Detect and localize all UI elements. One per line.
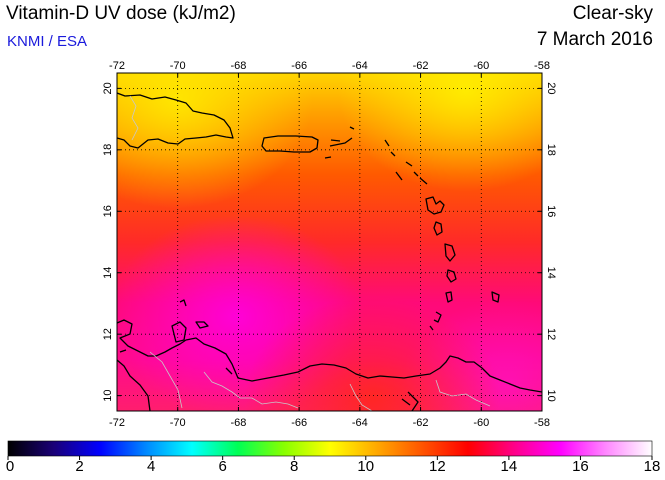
date-label: 7 March 2016 — [536, 29, 653, 50]
lat-tick-left: 10 — [102, 390, 114, 402]
lat-tick-left: 14 — [102, 267, 114, 279]
lon-tick-top: -62 — [413, 60, 429, 72]
martinique-outline — [444, 243, 456, 262]
lon-tick-bottom: -58 — [534, 417, 550, 429]
colorbar — [7, 440, 653, 457]
lon-tick-bottom: -70 — [170, 417, 186, 429]
hispaniola-outline — [117, 92, 234, 149]
lat-tick-right: 18 — [545, 144, 557, 156]
lat-tick-left: 20 — [102, 82, 114, 94]
colorbar-label: 0 — [5, 458, 15, 475]
lon-tick-top: -70 — [170, 60, 186, 72]
condition-label: Clear-sky — [572, 3, 653, 24]
lon-tick-bottom: -62 — [413, 417, 429, 429]
country-borders — [129, 95, 491, 411]
axis-ticks: -72 -72 -70 -70 -68 -68 -66 -66 -64 -64 -62 -62 -60 -… — [102, 60, 557, 429]
lon-tick-top: -66 — [291, 60, 307, 72]
uv-dose-field — [117, 73, 542, 411]
lon-tick-top: -58 — [534, 60, 550, 72]
lon-tick-bottom: -64 — [352, 417, 368, 429]
colorbar-label: 18 — [643, 458, 661, 475]
coastlines — [117, 92, 542, 411]
lat-tick-left: 18 — [102, 144, 114, 156]
graticule — [117, 73, 542, 411]
lon-tick-top: -72 — [109, 60, 125, 72]
colorbar-ticks — [7, 456, 653, 460]
lat-tick-right: 16 — [545, 205, 557, 217]
lat-tick-left: 12 — [102, 328, 114, 340]
lon-tick-bottom: -60 — [473, 417, 489, 429]
map-frame — [116, 72, 543, 412]
lat-tick-right: 14 — [545, 267, 557, 279]
lon-tick-bottom: -72 — [109, 417, 125, 429]
chart-title: Vitamin-D UV dose (kJ/m2) — [6, 3, 236, 24]
lat-tick-left: 16 — [102, 205, 114, 217]
colorbar-label: 16 — [572, 458, 589, 475]
colorbar-label: 4 — [146, 458, 156, 475]
lat-tick-right: 12 — [545, 328, 557, 340]
colorbar-label: 8 — [290, 458, 299, 475]
lon-tick-top: -64 — [352, 60, 368, 72]
guadeloupe-outline — [425, 196, 445, 215]
lat-tick-right: 20 — [545, 82, 557, 94]
colorbar-label: 14 — [500, 458, 518, 475]
lon-tick-bottom: -68 — [230, 417, 246, 429]
lon-tick-top: -68 — [230, 60, 246, 72]
colorbar-label: 10 — [357, 458, 375, 475]
colorbar-label: 2 — [75, 458, 84, 475]
colorbar-label: 6 — [218, 458, 227, 475]
credit-label: KNMI / ESA — [7, 33, 88, 50]
lon-tick-top: -60 — [473, 60, 489, 72]
lat-tick-right: 10 — [545, 390, 557, 402]
south-american-coast — [117, 319, 542, 393]
puerto-rico-outline — [261, 135, 319, 153]
colorbar-label: 12 — [428, 458, 446, 475]
lon-tick-bottom: -66 — [291, 417, 307, 429]
